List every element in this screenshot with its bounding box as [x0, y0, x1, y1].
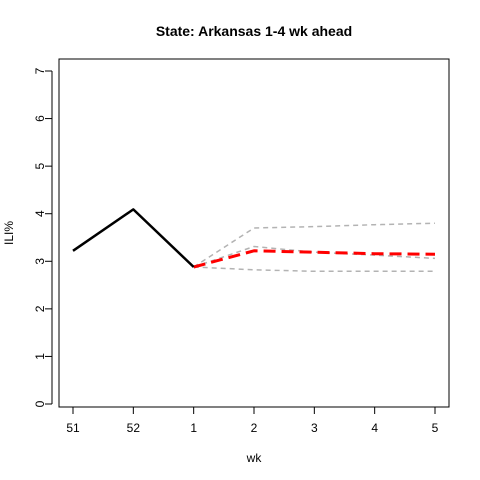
x-tick-label: 1 — [190, 421, 197, 435]
series-layer — [72, 208, 436, 273]
series-upper-line — [193, 222, 436, 268]
y-axis-label: ILI% — [2, 221, 16, 245]
series-forecast-line — [193, 249, 436, 269]
plot-frame — [58, 58, 450, 408]
x-axis: 51 52 1 2 3 4 5 — [66, 406, 439, 435]
series-observed-line — [72, 208, 195, 268]
y-tick-label: 4 — [33, 210, 47, 217]
y-tick-label: 7 — [33, 67, 47, 74]
x-tick-label: 51 — [66, 421, 80, 435]
series-lower-line — [193, 266, 435, 273]
y-tick-label: 3 — [33, 258, 47, 265]
y-axis: 0 1 2 3 4 5 6 7 — [33, 67, 53, 407]
y-tick-label: 1 — [33, 353, 47, 360]
x-tick-label: 3 — [311, 421, 318, 435]
y-tick-label: 6 — [33, 115, 47, 122]
x-axis-label: wk — [246, 451, 263, 465]
x-tick-label: 5 — [432, 421, 439, 435]
x-tick-label: 2 — [251, 421, 258, 435]
y-tick-label: 5 — [33, 162, 47, 169]
y-tick-label: 2 — [33, 305, 47, 312]
chart-title: State: Arkansas 1-4 wk ahead — [156, 23, 352, 39]
x-tick-label: 4 — [371, 421, 378, 435]
y-tick-label: 0 — [33, 400, 47, 407]
x-tick-label: 52 — [127, 421, 141, 435]
